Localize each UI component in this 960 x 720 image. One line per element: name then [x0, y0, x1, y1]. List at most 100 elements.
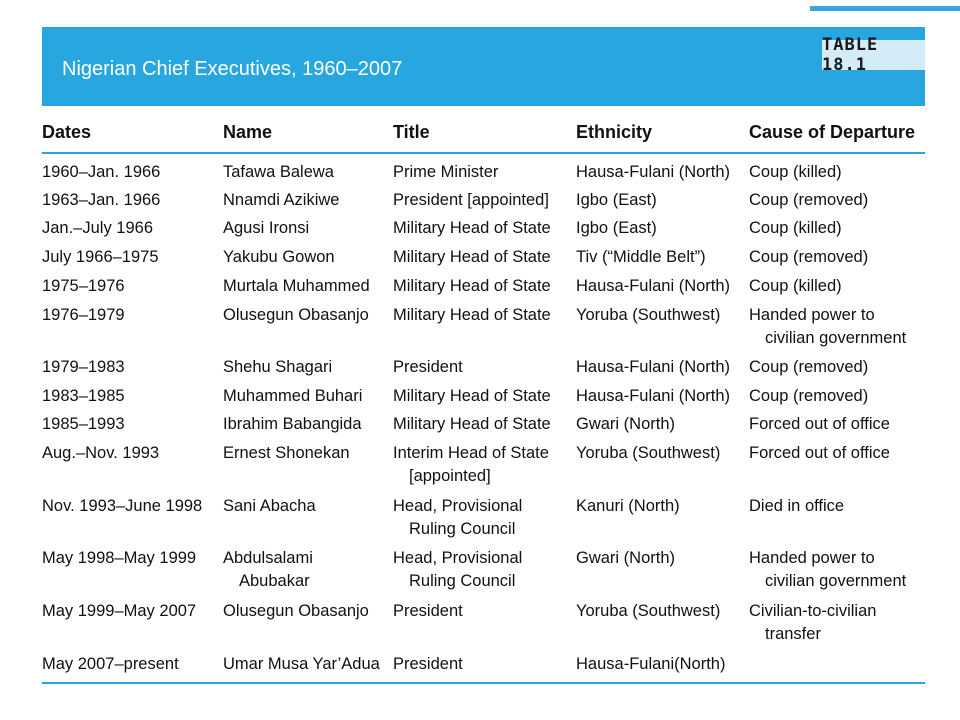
cell-ethnicity: Hausa-Fulani (North) — [576, 385, 730, 408]
cell-title: President — [393, 600, 463, 623]
cell-dates: May 2007–present — [42, 653, 179, 676]
cell-name-line1: Shehu Shagari — [223, 358, 333, 376]
header-divider — [42, 152, 925, 154]
cell-dates: May 1998–May 1999 — [42, 547, 196, 570]
cell-dates-line1: 1985–1993 — [42, 415, 125, 433]
cell-cause-line2: transfer — [765, 625, 821, 643]
cell-title: Military Head of State — [393, 246, 551, 269]
cell-dates-line1: May 1999–May 2007 — [42, 602, 197, 620]
cell-ethnicity-line1: Yoruba (Southwest) — [576, 602, 721, 620]
cell-name-line1: Murtala Muhammed — [223, 277, 370, 295]
cell-title-line1: President — [393, 602, 463, 620]
table: Dates Name Title Ethnicity Cause of Depa… — [42, 106, 925, 686]
header-name: Name — [223, 122, 273, 142]
cell-ethnicity: Gwari (North) — [576, 547, 675, 570]
table-title: Nigerian Chief Executives, 1960–2007 — [62, 58, 403, 80]
cell-ethnicity: Igbo (East) — [576, 217, 657, 240]
cell-dates-line1: 1960–Jan. 1966 — [42, 163, 161, 181]
cell-cause: Died in office — [749, 495, 844, 518]
cell-cause: Coup (killed) — [749, 275, 842, 298]
cell-title: Head, Provisional Ruling Council — [393, 547, 522, 593]
cell-cause-line1: Civilian-to-civilian — [749, 602, 877, 620]
cell-cause-line1: Coup (removed) — [749, 248, 869, 266]
cell-ethnicity-line1: Gwari (North) — [576, 549, 676, 567]
cell-title: Military Head of State — [393, 304, 551, 327]
cell-ethnicity-line1: Hausa-Fulani (North) — [576, 358, 731, 376]
cell-dates: 1983–1985 — [42, 385, 125, 408]
cell-dates: Nov. 1993–June 1998 — [42, 495, 202, 518]
cell-cause-line1: Coup (killed) — [749, 163, 842, 181]
cell-cause-line1: Coup (killed) — [749, 219, 842, 237]
cell-ethnicity-line1: Tiv (“Middle Belt”) — [576, 248, 706, 266]
cell-name: Murtala Muhammed — [223, 275, 370, 298]
cell-title: Prime Minister — [393, 161, 498, 184]
cell-cause: Civilian-to-civilian transfer — [749, 600, 876, 646]
header-cause: Cause of Departure — [749, 122, 916, 142]
cell-dates-line1: July 1966–1975 — [42, 248, 159, 266]
cell-cause: Coup (removed) — [749, 189, 868, 212]
cell-dates-line1: Aug.–Nov. 1993 — [42, 444, 160, 462]
cell-title: Military Head of State — [393, 217, 551, 240]
cell-title-line2: Ruling Council — [409, 572, 516, 590]
cell-title-line1: Military Head of State — [393, 248, 551, 266]
cell-ethnicity: Hausa-Fulani (North) — [576, 356, 730, 379]
cell-dates-line1: Jan.–July 1966 — [42, 219, 153, 237]
header-dates: Dates — [42, 122, 92, 142]
cell-name-line1: Umar Musa Yar’Adua — [223, 655, 380, 673]
cell-cause-line1: Forced out of office — [749, 444, 890, 462]
cell-dates-line1: Nov. 1993–June 1998 — [42, 497, 203, 515]
cell-ethnicity: Hausa-Fulani (North) — [576, 161, 730, 184]
cell-dates: 1976–1979 — [42, 304, 125, 327]
cell-title-line1: President [appointed] — [393, 191, 549, 209]
cell-dates-line1: 1983–1985 — [42, 387, 125, 405]
title-banner: Nigerian Chief Executives, 1960–2007 TAB… — [42, 27, 925, 106]
cell-name: Muhammed Buhari — [223, 385, 362, 408]
cell-dates: 1963–Jan. 1966 — [42, 189, 160, 212]
cell-ethnicity-line1: Igbo (East) — [576, 191, 657, 209]
cell-name-line1: Yakubu Gowon — [223, 248, 335, 266]
cell-cause: Coup (removed) — [749, 246, 868, 269]
cell-dates: May 1999–May 2007 — [42, 600, 196, 623]
cell-name: Ibrahim Babangida — [223, 413, 362, 436]
cell-cause-line1: Died in office — [749, 497, 845, 515]
cell-name-line1: Ernest Shonekan — [223, 444, 350, 462]
cell-title-line1: Military Head of State — [393, 415, 551, 433]
cell-cause-line1: Forced out of office — [749, 415, 890, 433]
cell-dates-line1: 1975–1976 — [42, 277, 125, 295]
cell-ethnicity-line1: Hausa-Fulani (North) — [576, 277, 731, 295]
cell-name: Tafawa Balewa — [223, 161, 334, 184]
cell-name: Yakubu Gowon — [223, 246, 335, 269]
cell-ethnicity-line1: Kanuri (North) — [576, 497, 680, 515]
cell-name-line1: Abdulsalami — [223, 549, 313, 567]
cell-cause-line1: Coup (killed) — [749, 277, 842, 295]
cell-title-line1: Interim Head of State — [393, 444, 549, 462]
cell-ethnicity: Hausa-Fulani(North) — [576, 653, 725, 676]
cell-ethnicity: Yoruba (Southwest) — [576, 442, 720, 465]
cell-cause: Coup (killed) — [749, 217, 842, 240]
cell-name-line1: Nnamdi Azikiwe — [223, 191, 340, 209]
cell-cause: Forced out of office — [749, 442, 890, 465]
cell-cause-line1: Handed power to — [749, 549, 875, 567]
cell-title-line1: Prime Minister — [393, 163, 499, 181]
cell-name-line2: Abubakar — [239, 572, 310, 590]
header-title: Title — [393, 122, 430, 142]
cell-title: President [appointed] — [393, 189, 549, 212]
cell-dates-line1: 1976–1979 — [42, 306, 125, 324]
cell-title-line2: Ruling Council — [409, 520, 516, 538]
cell-cause: Coup (removed) — [749, 385, 868, 408]
cell-ethnicity: Igbo (East) — [576, 189, 657, 212]
cell-name-line1: Tafawa Balewa — [223, 163, 334, 181]
cell-dates: 1960–Jan. 1966 — [42, 161, 160, 184]
cell-ethnicity-line1: Gwari (North) — [576, 415, 676, 433]
cell-title-line1: President — [393, 655, 463, 673]
cell-ethnicity-line1: Yoruba (Southwest) — [576, 444, 721, 462]
cell-name-line1: Muhammed Buhari — [223, 387, 363, 405]
cell-ethnicity-line1: Hausa-Fulani(North) — [576, 655, 726, 673]
cell-ethnicity-line1: Hausa-Fulani (North) — [576, 163, 731, 181]
cell-title-line1: Head, Provisional — [393, 497, 523, 515]
cell-title: Military Head of State — [393, 275, 551, 298]
table-header-row: Dates Name Title Ethnicity Cause of Depa… — [42, 122, 925, 146]
cell-dates-line1: May 1998–May 1999 — [42, 549, 197, 567]
cell-title-line1: Military Head of State — [393, 277, 551, 295]
cell-cause-line2: civilian government — [765, 329, 907, 347]
